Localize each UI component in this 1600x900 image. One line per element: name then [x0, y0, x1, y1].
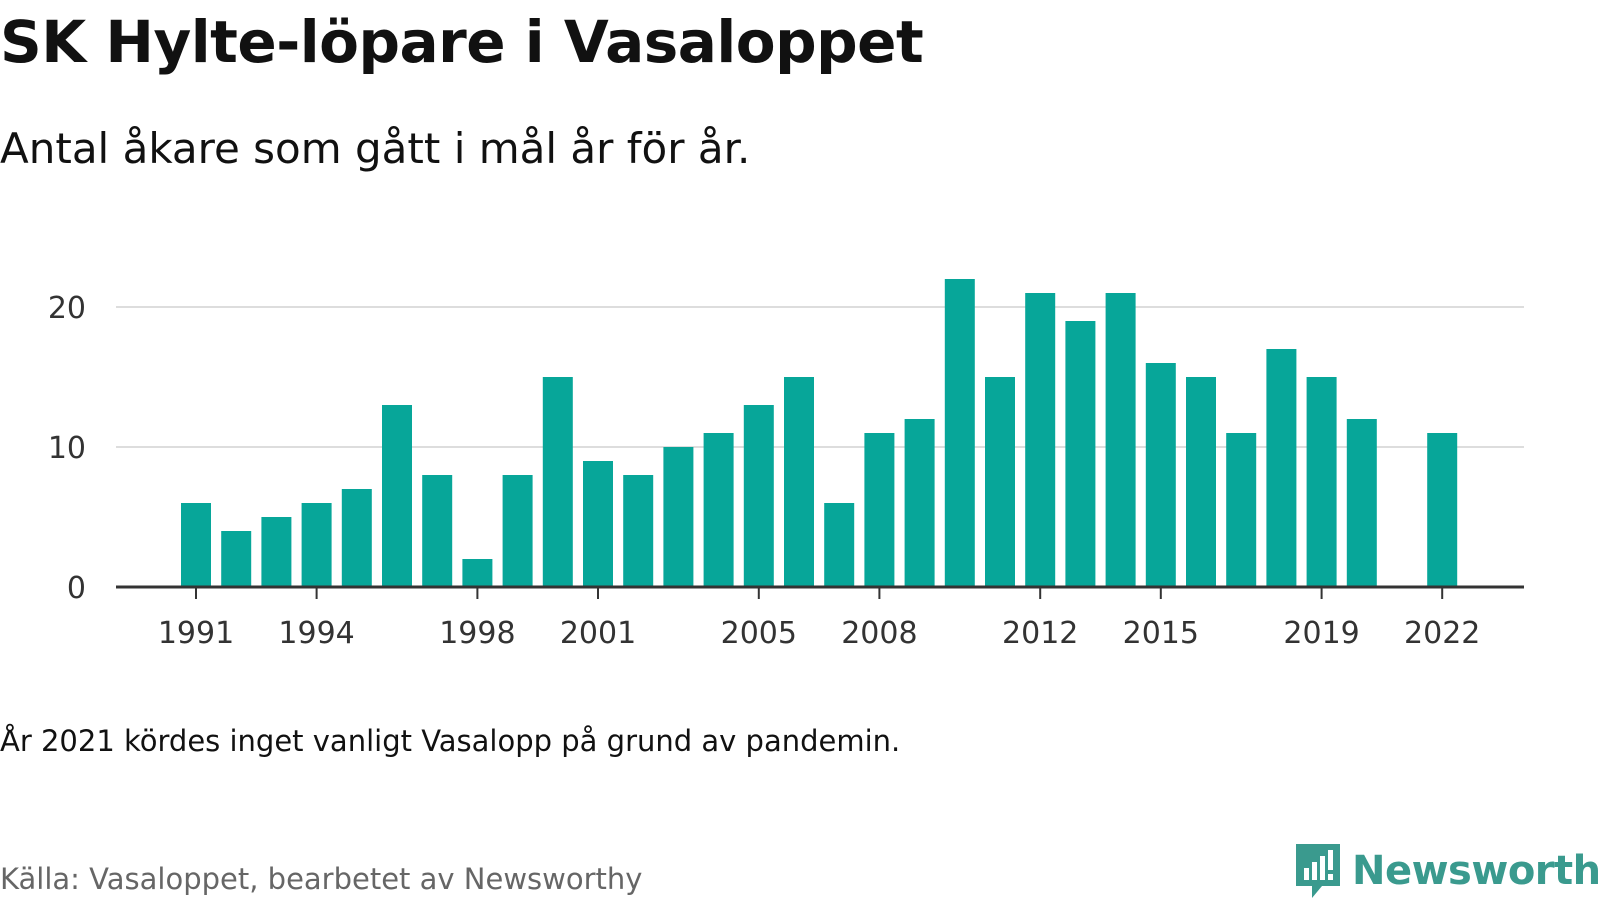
bar-2017 — [1226, 433, 1257, 587]
bar-2019 — [1306, 377, 1337, 587]
x-tick-label: 2012 — [1002, 616, 1078, 651]
x-tick-label: 1994 — [278, 616, 354, 651]
source-text: Källa: Vasaloppet, bearbetet av Newswort… — [0, 862, 643, 896]
bar-2001 — [583, 461, 613, 587]
bar-2010 — [944, 279, 975, 587]
chart-note: År 2021 kördes inget vanligt Vasalopp på… — [0, 724, 901, 758]
bar-2009 — [904, 419, 935, 587]
bar-1992 — [221, 531, 252, 587]
bar-2006 — [784, 377, 814, 587]
bar-2015 — [1145, 363, 1176, 587]
bar-1994 — [301, 503, 332, 587]
x-tick-label: 1998 — [439, 616, 515, 651]
axes: 0 10 20 1991 1994 1998 2001 2005 2008 2012 2015 201… — [48, 291, 1524, 651]
bar-1995 — [341, 489, 372, 587]
x-tick-label: 2022 — [1404, 616, 1480, 651]
bar-1998 — [462, 559, 493, 587]
bar-1993 — [261, 517, 292, 587]
bar-2012 — [1025, 293, 1056, 587]
bar-2013 — [1065, 321, 1096, 587]
newsworthy-logo: Newsworthy — [1294, 842, 1600, 900]
y-tick-label: 10 — [48, 431, 86, 466]
bar-2002 — [623, 475, 654, 587]
x-tick-label: 2015 — [1123, 616, 1199, 651]
x-tick-label: 2008 — [841, 616, 917, 651]
bar-1999 — [502, 475, 533, 587]
chart-subtitle: Antal åkare som gått i mål år för år. — [0, 124, 751, 173]
bar-2018 — [1266, 349, 1297, 587]
bar-2004 — [703, 433, 734, 587]
x-tick-label: 2001 — [560, 616, 636, 651]
bar-2020 — [1346, 419, 1377, 587]
bar-2007 — [824, 503, 855, 587]
bar-2003 — [663, 447, 694, 587]
bar-1997 — [422, 475, 453, 587]
y-tick-label: 20 — [48, 291, 86, 326]
y-tick-label: 0 — [67, 571, 86, 606]
bar-2011 — [985, 377, 1015, 587]
bar-2014 — [1105, 293, 1136, 587]
bar-1991 — [181, 503, 211, 587]
bar-1996 — [382, 405, 412, 587]
bar-2000 — [542, 377, 573, 587]
x-tick-label: 2019 — [1283, 616, 1359, 651]
bar-chart: 0 10 20 1991 1994 1998 2001 2005 2008 2012 2015 201… — [48, 279, 1524, 651]
bar-2022 — [1427, 433, 1458, 587]
chart-title: SK Hylte-löpare i Vasaloppet — [0, 8, 924, 76]
bars — [181, 279, 1458, 587]
newsworthy-logo-icon — [1296, 844, 1340, 898]
bar-2016 — [1186, 377, 1216, 587]
bar-2005 — [743, 405, 774, 587]
newsworthy-logo-text: Newsworthy — [1352, 848, 1600, 894]
x-tick-label: 1991 — [158, 616, 234, 651]
x-tick-label: 2005 — [721, 616, 797, 651]
bar-2008 — [864, 433, 895, 587]
